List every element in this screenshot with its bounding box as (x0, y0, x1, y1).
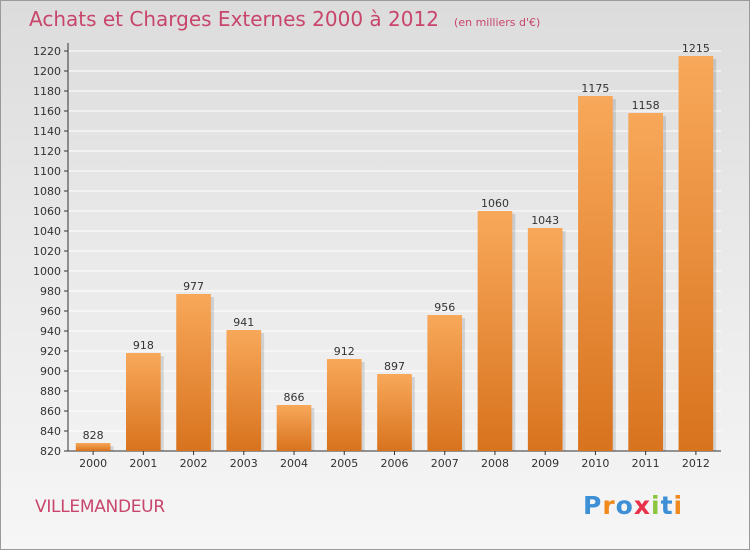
proxiti-logo: Proxiti (583, 491, 683, 520)
bar (628, 113, 663, 451)
y-tick-label: 840 (40, 425, 61, 438)
y-tick-label: 880 (40, 385, 61, 398)
y-tick-label: 900 (40, 365, 61, 378)
y-tick-label: 940 (40, 325, 61, 338)
bar-value-label: 1158 (632, 99, 660, 112)
y-tick-label: 1220 (33, 45, 61, 58)
x-tick-label: 2004 (280, 457, 308, 470)
x-tick-label: 2008 (481, 457, 509, 470)
bar (578, 96, 613, 451)
logo-letter: r (602, 491, 616, 520)
y-tick-label: 980 (40, 285, 61, 298)
x-tick-label: 2006 (381, 457, 409, 470)
labels: 820 840 860 880 900 920 940 960 980 1000 1020 1040 1… (33, 42, 710, 470)
bar (226, 330, 262, 451)
bar-value-label: 1175 (581, 82, 609, 95)
logo-letter: o (615, 491, 634, 520)
y-tick-label: 1020 (33, 245, 61, 258)
bar-value-label: 1060 (481, 197, 509, 210)
commune-name: VILLEMANDEUR (35, 497, 165, 517)
y-tick-label: 1060 (33, 205, 61, 218)
bar-value-label: 828 (83, 429, 104, 442)
x-tick-label: 2001 (129, 457, 157, 470)
x-tick-label: 2002 (180, 457, 208, 470)
bar (477, 211, 513, 451)
title-block: Achats et Charges Externes 2000 à 2012 (… (29, 7, 540, 31)
logo-letter: i (673, 491, 684, 520)
y-tick-label: 960 (40, 305, 61, 318)
x-tick-label: 2010 (581, 457, 609, 470)
y-tick-label: 1100 (33, 165, 61, 178)
y-tick-label: 1200 (33, 65, 61, 78)
logo-letter: i (651, 491, 661, 520)
bar (527, 228, 563, 451)
x-tick-label: 2012 (682, 457, 710, 470)
x-tick-label: 2005 (330, 457, 358, 470)
y-tick-label: 1040 (33, 225, 61, 238)
x-tick-label: 2007 (431, 457, 459, 470)
chart-subtitle: (en milliers d'€) (454, 16, 541, 29)
bar (276, 405, 312, 451)
y-tick-label: 1120 (33, 145, 61, 158)
bar-value-label: 956 (434, 301, 455, 314)
bar (678, 56, 714, 451)
bar (326, 359, 362, 451)
x-tick-label: 2000 (79, 457, 107, 470)
bar (75, 443, 111, 451)
bar-value-label: 912 (334, 345, 355, 358)
bar-value-label: 918 (133, 339, 154, 352)
bar (427, 315, 463, 451)
logo-letter: x (633, 491, 651, 520)
bar (377, 374, 412, 451)
bar-value-label: 941 (233, 316, 254, 329)
x-tick-label: 2009 (531, 457, 559, 470)
y-tick-label: 860 (40, 405, 61, 418)
y-tick-label: 1140 (33, 125, 61, 138)
logo-letter: t (660, 491, 674, 520)
bar-value-label: 1215 (682, 42, 710, 55)
bar (176, 294, 211, 451)
bar-value-label: 897 (384, 360, 405, 373)
bar (126, 353, 161, 451)
bar-value-label: 1043 (531, 214, 559, 227)
y-tick-label: 1160 (33, 105, 61, 118)
bar-value-label: 866 (284, 391, 305, 404)
x-tick-label: 2011 (632, 457, 660, 470)
y-tick-label: 920 (40, 345, 61, 358)
bars (75, 56, 717, 451)
y-tick-label: 1000 (33, 265, 61, 278)
y-tick-label: 1080 (33, 185, 61, 198)
y-tick-label: 820 (40, 445, 61, 458)
chart-title: Achats et Charges Externes 2000 à 2012 (29, 7, 439, 31)
logo-letter: P (583, 491, 603, 520)
bar-value-label: 977 (183, 280, 204, 293)
x-tick-label: 2003 (230, 457, 258, 470)
y-tick-label: 1180 (33, 85, 61, 98)
